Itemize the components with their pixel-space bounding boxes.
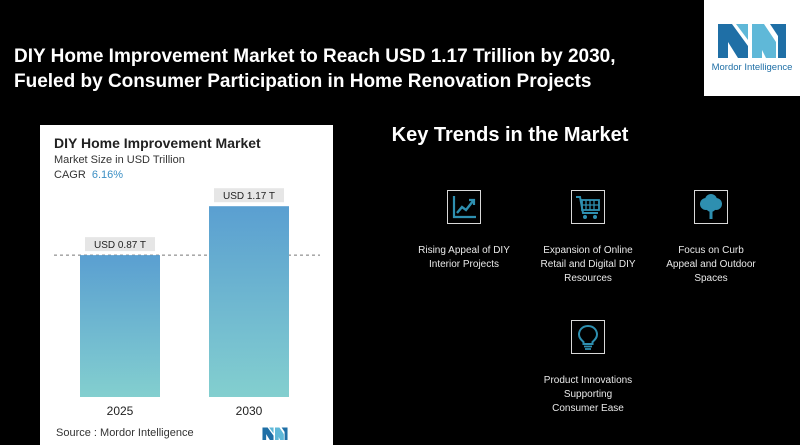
trend-label-line: Supporting [563, 389, 613, 400]
trend-label-line: Product Innovations [543, 375, 633, 386]
data-label-bg [85, 237, 155, 252]
bar-2025 [80, 255, 160, 397]
bar-chart: USD 0.87 T 2025 USD 1.17 T 2030 [54, 188, 320, 418]
trend-label-line: Focus on Curb [678, 245, 744, 256]
brand-logo: Mordor Intelligence [704, 0, 800, 96]
trend-label-line: Consumer Ease [552, 403, 624, 414]
data-label-2025: USD 0.87 T [94, 240, 146, 251]
headline-line-2: Fueled by Consumer Participation in Home… [14, 71, 592, 92]
trend-label-line: Rising Appeal of DIY [418, 245, 510, 256]
cagr-label: CAGR [54, 169, 86, 181]
chart-source: Source : Mordor Intelligence [56, 427, 194, 439]
trend-label-line: Resources [564, 273, 612, 284]
trend-label: Focus on Curb Appeal and Outdoor Spaces [656, 244, 766, 286]
chart-subtitle: Market Size in USD Trillion [54, 154, 185, 166]
source-label: Source : [56, 427, 97, 439]
trend-item-diy-interior: Rising Appeal of DIY Interior Projects [409, 190, 519, 272]
trend-item-online-retail: Expansion of Online Retail and Digital D… [533, 190, 643, 286]
source-name: Mordor Intelligence [100, 427, 194, 439]
trend-label: Expansion of Online Retail and Digital D… [533, 244, 643, 286]
trend-label: Rising Appeal of DIY Interior Projects [409, 244, 519, 272]
trend-item-product-innovations: Product Innovations Supporting Consumer … [533, 320, 643, 416]
data-label-bg [214, 188, 284, 203]
data-label-2030: USD 1.17 T [223, 191, 275, 202]
headline: DIY Home Improvement Market to Reach USD… [14, 44, 694, 94]
headline-line-1: DIY Home Improvement Market to Reach USD… [14, 46, 616, 67]
trend-label-line: Retail and Digital DIY [540, 259, 636, 270]
chart-card: USD 0.87 T 2025 USD 1.17 T 2030 DIY Home Im… [40, 125, 333, 445]
x-tick-label-2030: 2030 [236, 404, 263, 418]
mordor-logo-icon [718, 24, 786, 58]
trends-title: Key Trends in the Market [391, 124, 629, 146]
source-logo-icon [262, 427, 288, 440]
trend-label-line: Expansion of Online [543, 245, 633, 256]
brand-name: Mordor Intelligence [711, 62, 793, 73]
trend-label-line: Interior Projects [428, 259, 500, 270]
shopping-cart-icon [571, 190, 605, 224]
bar-2030 [209, 206, 289, 397]
trend-label: Product Innovations Supporting Consumer … [533, 374, 643, 416]
tree-icon [694, 190, 728, 224]
trend-label-line: Appeal and Outdoor [666, 259, 756, 270]
x-tick-label-2025: 2025 [107, 404, 134, 418]
growth-chart-icon [447, 190, 481, 224]
lightbulb-icon [571, 320, 605, 354]
cagr-value: 6.16% [91, 169, 124, 181]
trend-item-curb-appeal: Focus on Curb Appeal and Outdoor Spaces [656, 190, 766, 286]
chart-title: DIY Home Improvement Market [54, 135, 261, 151]
chart-cagr: CAGR 6.16% [54, 169, 123, 181]
trend-label-line: Spaces [694, 273, 728, 284]
